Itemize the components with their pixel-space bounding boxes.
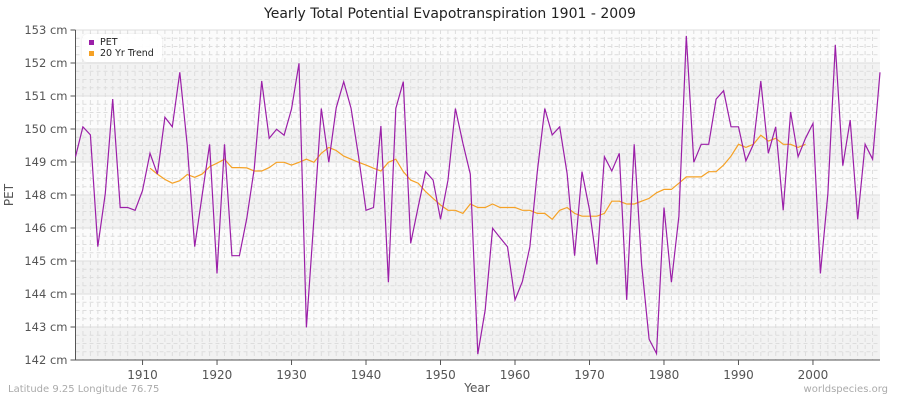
y-tick-label: 153 cm: [24, 23, 67, 37]
y-tick-label: 143 cm: [24, 320, 67, 334]
y-axis-title: PET: [2, 183, 16, 206]
x-tick-label: 1950: [425, 368, 456, 382]
x-tick-label: 1990: [723, 368, 754, 382]
y-tick-label: 151 cm: [24, 89, 67, 103]
y-tick-label: 150 cm: [24, 122, 67, 136]
x-tick-label: 1920: [202, 368, 233, 382]
trend-line: [149, 134, 806, 221]
legend: PET 20 Yr Trend: [82, 34, 162, 62]
x-tick-label: 1980: [649, 368, 680, 382]
legend-item-trend: 20 Yr Trend: [89, 48, 154, 59]
source-label: worldspecies.org: [803, 384, 888, 395]
grid-lines: [75, 29, 880, 360]
x-tick-label: 1960: [500, 368, 531, 382]
y-tick-label: 145 cm: [24, 254, 67, 268]
x-tick-label: 1930: [276, 368, 307, 382]
chart-title: Yearly Total Potential Evapotranspiratio…: [264, 6, 636, 22]
y-tick-label: 144 cm: [24, 287, 67, 301]
x-axis-title: Year: [463, 381, 489, 395]
pet-swatch-icon: [89, 40, 94, 45]
x-tick-label: 1910: [127, 368, 158, 382]
y-tick-label: 149 cm: [24, 155, 67, 169]
legend-label-pet: PET: [100, 37, 118, 48]
legend-item-pet: PET: [89, 37, 154, 48]
y-tick-label: 142 cm: [24, 353, 67, 367]
location-label: Latitude 9.25 Longitude 76.75: [8, 384, 160, 395]
trend-swatch-icon: [89, 51, 94, 56]
legend-label-trend: 20 Yr Trend: [100, 48, 154, 59]
x-tick-label: 2000: [798, 368, 829, 382]
y-tick-label: 146 cm: [24, 221, 67, 235]
pet-line: [74, 35, 881, 356]
axes: 153 cm 152 cm 151 cm 150 cm 149 cm 148 cm 146 …: [24, 23, 880, 382]
x-tick-label: 1970: [574, 368, 605, 382]
x-tick-label: 1940: [351, 368, 382, 382]
y-tick-label: 152 cm: [24, 56, 67, 70]
y-tick-label: 148 cm: [24, 188, 67, 202]
